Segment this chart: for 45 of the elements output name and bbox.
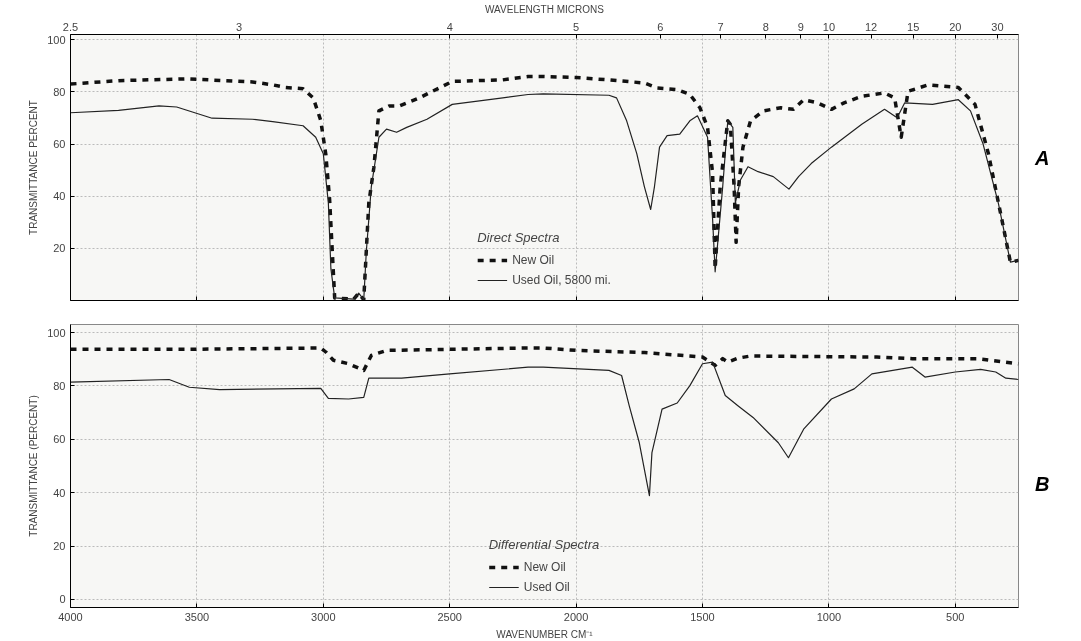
text: 6 — [657, 20, 664, 33]
y-tick-label: 20 — [53, 242, 66, 255]
y-axis-title: TRANSMITTANCE (PERCENT) — [28, 395, 40, 537]
y-tick-label: 80 — [53, 379, 66, 392]
y-tick-label: 80 — [53, 85, 66, 98]
y-tick-label: 100 — [47, 33, 66, 46]
x-tick-label: 3500 — [184, 610, 210, 623]
x-tick-label: 1500 — [690, 610, 715, 623]
text: 12 — [864, 20, 878, 33]
text: B — [1035, 472, 1050, 497]
x-tick-label: 3000 — [311, 610, 336, 623]
x-tick-label: 2000 — [563, 610, 589, 623]
text: 20 — [949, 20, 962, 33]
y-tick-label: 40 — [53, 486, 66, 499]
x2-axis-title: WAVELENGTH MICRONS — [485, 3, 605, 15]
text: 8 — [762, 20, 769, 33]
text: 2.5 — [62, 20, 79, 33]
legend-title: Direct Spectra — [477, 230, 561, 245]
text: 3 — [235, 20, 243, 33]
x-tick-label: 2500 — [437, 610, 462, 623]
legend-label: New Oil — [523, 560, 566, 574]
y-tick-label: 20 — [53, 540, 66, 553]
x-tick-label: 500 — [946, 610, 965, 623]
text: 5 — [573, 20, 580, 33]
text: 9 — [797, 20, 804, 33]
text: 30 — [991, 20, 1004, 33]
y-tick-label: 60 — [53, 138, 66, 151]
x-tick-label: 4000 — [58, 610, 83, 623]
legend-label: New Oil — [512, 253, 555, 267]
x-axis-title: WAVENUMBER CM⁻¹ — [496, 628, 594, 640]
legend-label: Used Oil, 5800 mi. — [512, 273, 611, 287]
y-tick-label: 100 — [47, 326, 66, 339]
text: A — [1035, 146, 1050, 171]
text: 7 — [717, 20, 724, 33]
text: 4 — [446, 20, 453, 33]
legend-title: Differential Spectra — [488, 537, 600, 552]
text: 10 — [822, 20, 836, 33]
y-tick-label: 40 — [53, 190, 66, 203]
line-series — [70, 361, 1019, 497]
y-tick-label: 0 — [59, 593, 66, 606]
legend-label: Used Oil — [523, 580, 570, 594]
x-tick-label: 1000 — [816, 610, 842, 623]
text: 15 — [907, 20, 920, 33]
y-axis-title: TRANSMITTANCE PERCENT — [28, 100, 40, 235]
y-tick-label: 60 — [53, 433, 66, 446]
